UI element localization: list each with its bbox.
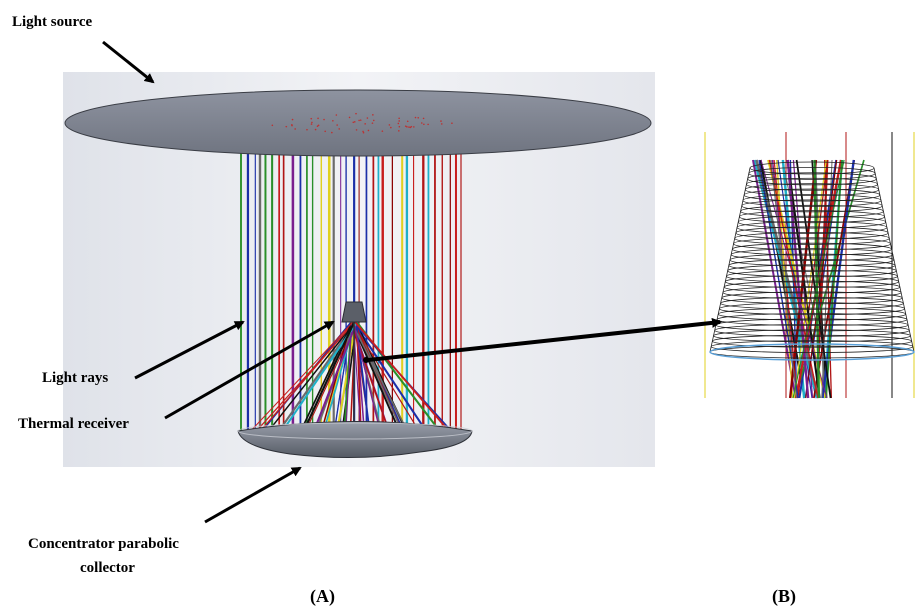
emitter-dot — [398, 130, 400, 132]
inset-ray — [776, 159, 794, 399]
light-source-emitter-dots — [271, 112, 453, 134]
emitter-dot — [422, 117, 425, 120]
focused-ray — [352, 321, 382, 433]
emitter-dot — [317, 117, 319, 120]
emitter-dot — [336, 124, 338, 126]
focused-ray — [354, 321, 455, 438]
emitter-dot — [381, 130, 384, 132]
emitter-dot — [355, 129, 358, 131]
emitter-dot — [352, 121, 355, 124]
emitter-dot — [372, 119, 375, 122]
arrow-collector — [204, 466, 302, 524]
emitter-dot — [310, 117, 313, 120]
emitter-dot — [451, 122, 453, 125]
focused-ray — [261, 321, 356, 441]
inset-ray — [751, 159, 797, 399]
emitter-dot — [291, 118, 294, 121]
emitter-dot — [366, 117, 369, 119]
focused-ray — [350, 321, 411, 437]
emitter-dot — [359, 119, 362, 121]
focused-ray — [335, 321, 357, 437]
emitter-dot — [427, 123, 429, 126]
emitter-dot — [420, 122, 423, 124]
emitter-dot — [291, 124, 293, 127]
emitter-dot — [423, 123, 425, 126]
emitter-dot — [388, 124, 391, 126]
emitter-dot — [338, 128, 341, 130]
caption-panel-b: (B) — [772, 586, 796, 607]
emitter-dot — [271, 124, 274, 127]
emitter-dot — [404, 125, 407, 127]
emitter-dot — [362, 131, 365, 134]
emitter-dot — [353, 121, 356, 123]
emitter-dot — [331, 131, 333, 134]
emitter-dot — [398, 125, 401, 128]
focused-ray — [300, 321, 356, 437]
caption-panel-a: (A) — [310, 586, 335, 607]
emitter-dot — [408, 126, 410, 128]
emitter-dot — [417, 117, 420, 119]
panel-b-inset — [700, 130, 920, 399]
emitter-dot — [285, 125, 288, 128]
coil-side-right — [873, 167, 915, 353]
emitter-dot — [358, 119, 360, 122]
inset-receiver-coil — [709, 161, 915, 361]
focused-ray — [256, 321, 355, 437]
inset-ray — [825, 159, 843, 399]
label-concentrator-line1: Concentrator parabolic — [28, 536, 179, 552]
light-rays-group — [240, 150, 462, 436]
arrow-zoom-to-inset — [367, 317, 722, 362]
emitter-dot — [348, 116, 351, 119]
arrow-light-source — [102, 40, 155, 84]
coil-base-ring — [709, 343, 915, 361]
emitter-dot — [406, 126, 408, 128]
emitter-dot — [390, 126, 392, 129]
emitter-dot — [397, 122, 400, 125]
emitter-dot — [398, 117, 400, 120]
emitter-dot — [314, 128, 317, 131]
parabolic-collector-dish — [237, 421, 473, 459]
zoom-origin-dot — [363, 357, 369, 363]
emitter-dot — [311, 121, 313, 124]
emitter-dot — [335, 114, 338, 116]
focused-ray — [275, 321, 357, 436]
focused-ray — [280, 321, 358, 433]
focused-ray — [350, 321, 402, 435]
focused-ray — [352, 321, 429, 435]
arrow-light-rays — [134, 320, 245, 380]
emitter-dot — [362, 130, 364, 133]
focused-ray — [247, 321, 354, 435]
focused-ray — [351, 321, 423, 436]
emitter-dot — [406, 120, 409, 123]
label-concentrator-line2: collector — [80, 560, 135, 576]
emitter-dot — [306, 128, 308, 131]
emitter-dot — [310, 123, 313, 125]
label-thermal-receiver: Thermal receiver — [18, 416, 129, 432]
emitter-dot — [440, 120, 442, 122]
emitter-dot — [364, 123, 366, 125]
label-light-rays: Light rays — [42, 370, 108, 386]
light-source-disk — [64, 89, 652, 157]
emitter-dot — [332, 119, 334, 122]
focused-ray — [311, 321, 358, 436]
emitter-dot — [317, 124, 320, 127]
emitter-dot — [440, 123, 443, 125]
emitter-dot — [371, 122, 374, 124]
emitter-dot — [355, 112, 357, 115]
emitter-dot — [294, 128, 296, 130]
label-light-source: Light source — [12, 14, 92, 30]
emitter-dot — [323, 118, 325, 121]
emitter-dot — [316, 125, 319, 127]
inset-ray — [770, 159, 798, 399]
emitter-dot — [367, 129, 370, 132]
emitter-dot — [410, 125, 413, 128]
emitter-dot — [398, 120, 400, 122]
emitter-dot — [413, 126, 415, 128]
arrow-thermal-receiver — [164, 320, 335, 420]
emitter-dot — [372, 114, 374, 116]
emitter-dot — [414, 116, 417, 119]
emitter-dot — [324, 130, 326, 133]
